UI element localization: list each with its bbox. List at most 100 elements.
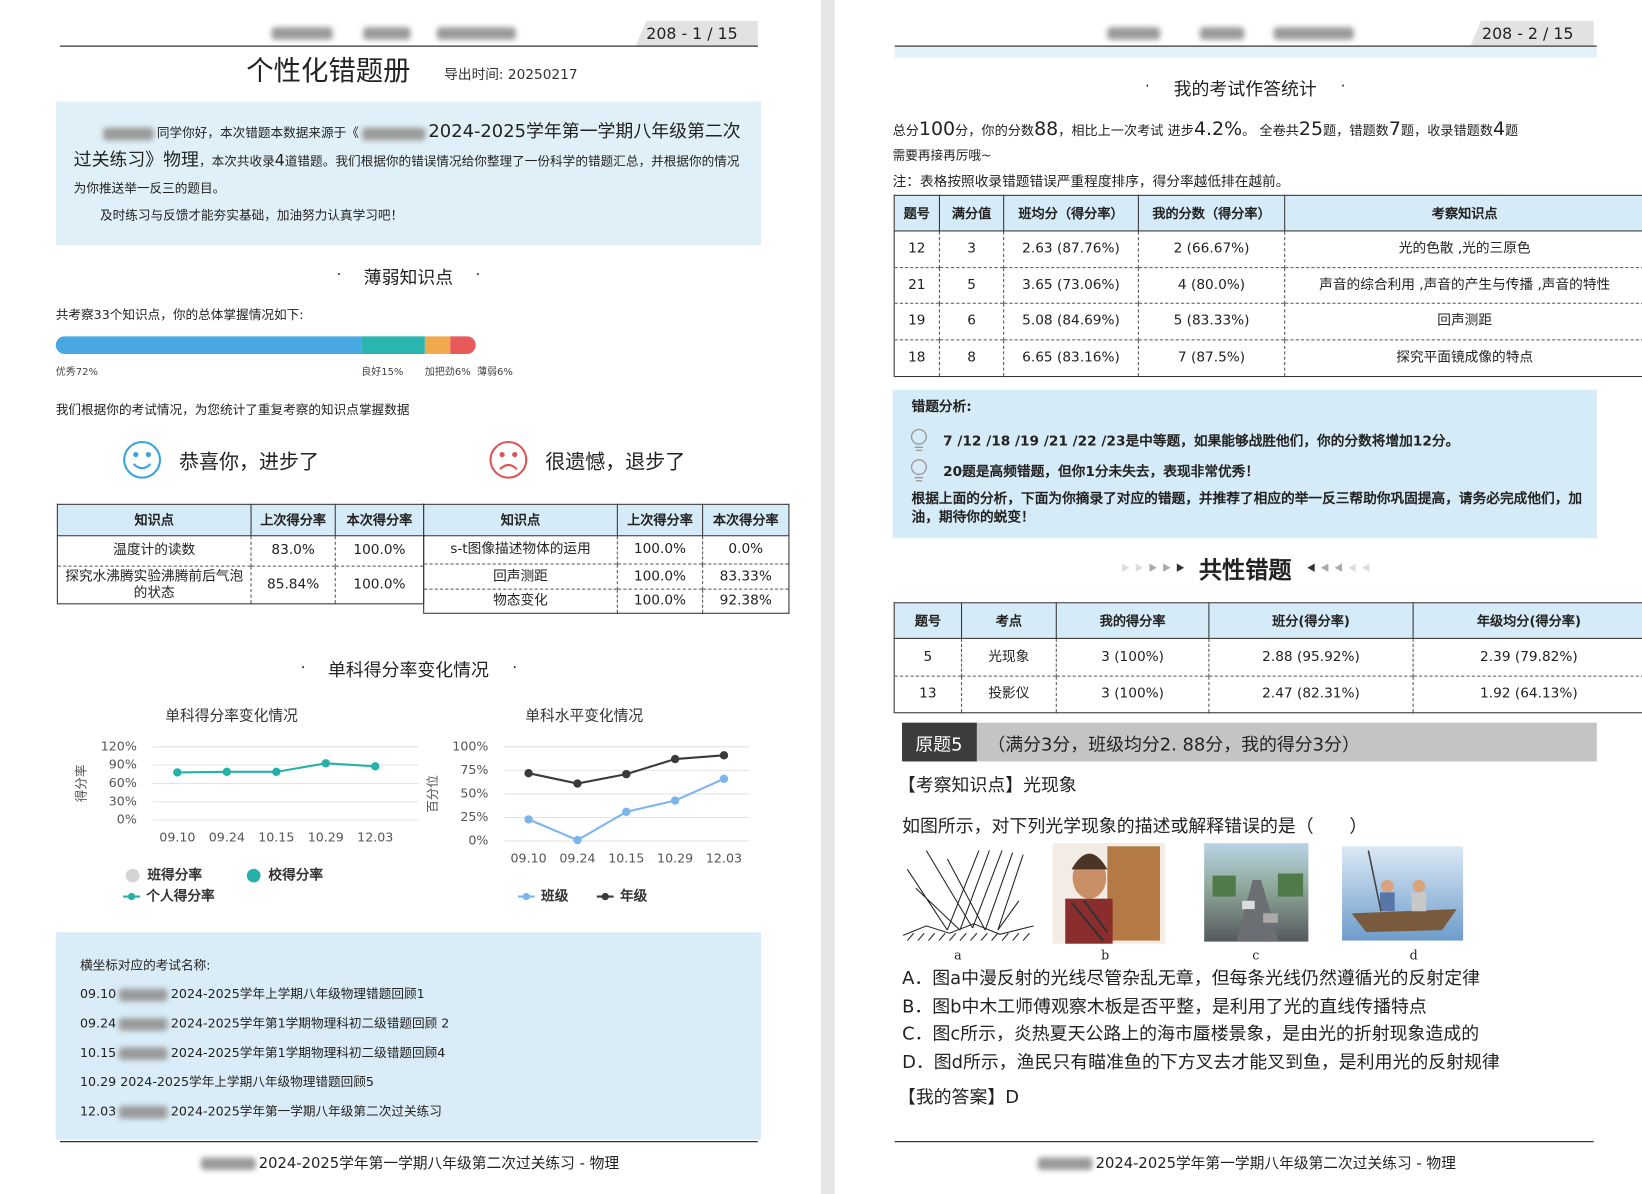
mastery-label: 优秀72% bbox=[56, 365, 98, 378]
summary: 共考察33个知识点，你的总体掌握情况如下: bbox=[55, 307, 304, 323]
answer-label: 【我的答案】 bbox=[897, 1087, 1006, 1109]
bullet: · bbox=[336, 267, 342, 284]
legend-label: 班得分率 bbox=[147, 867, 202, 884]
encourage: 需要再接再厉哦~ bbox=[892, 148, 992, 163]
mastery-bar bbox=[55, 336, 476, 355]
x-tick-label: 10.29 bbox=[308, 829, 344, 844]
intro-text: ，本次共收录 bbox=[198, 153, 275, 169]
table-cell: 1.92 (64.13%) bbox=[1412, 675, 1642, 713]
bullet: · bbox=[1144, 78, 1150, 96]
exam-name: 2024-2025学年第1学期物理科初二级错题回顾4 bbox=[170, 1045, 446, 1060]
table-cell: 2.39 (79.82%) bbox=[1412, 637, 1642, 677]
summary-number: 25 bbox=[1298, 118, 1324, 141]
mastery-label: 良好15% bbox=[361, 365, 403, 378]
table-header-row: 知识点 上次得分率 本次得分率 bbox=[56, 503, 425, 537]
x-tick-label: 12.03 bbox=[706, 850, 742, 865]
figure-label: b bbox=[1101, 947, 1110, 963]
table-header-cell: 我的分数（得分率） bbox=[1137, 194, 1286, 232]
intro-count: 4 bbox=[274, 150, 285, 170]
intro-tip: 及时练习与反馈才能夯实基础，加油努力认真学习吧！ bbox=[99, 207, 404, 223]
table-row: s-t图像描述物体的运用 100.0% 0.0% bbox=[423, 535, 789, 565]
analysis-conclusion: 根据上面的分析，下面为你摘录了对应的错题，并推荐了相应的举一反三帮助你巩固提高，… bbox=[911, 491, 1583, 526]
table-row: 19 6 5.08 (84.69%) 5 (83.33%) 回声测距 bbox=[893, 302, 1642, 340]
exam-item: 09.10 2024-2025学年上学期八年级物理错题回顾1 bbox=[80, 985, 425, 1004]
header-strip bbox=[894, 47, 1597, 58]
table-header-cell: 题号 bbox=[893, 602, 963, 639]
point bbox=[670, 754, 680, 764]
footer-text: 2024-2025学年第一学期八年级第二次过关练习 - 物理 bbox=[1095, 1155, 1456, 1173]
redacted-text bbox=[1273, 27, 1354, 40]
mastery-segment bbox=[55, 336, 362, 355]
table-cell: s-t图像描述物体的运用 bbox=[423, 535, 618, 565]
table-header-cell: 本次得分率 bbox=[702, 503, 790, 537]
summary-number: 4 bbox=[1492, 118, 1506, 141]
point bbox=[173, 768, 182, 777]
table-header-cell: 题号 bbox=[893, 194, 940, 232]
y-tick-label: 90% bbox=[109, 757, 137, 772]
exam-date: 10.15 bbox=[79, 1045, 117, 1060]
exam-date: 10.29 bbox=[79, 1074, 117, 1090]
question-stem: 如图所示，对下列光学现象的描述或解释错误的是（ ） bbox=[902, 816, 1368, 838]
exam-item: 10.15 2024-2025学年第1学期物理科初二级错题回顾4 bbox=[80, 1043, 445, 1062]
summary-number: 100 bbox=[918, 118, 956, 141]
series-line bbox=[528, 754, 725, 785]
analysis-box bbox=[892, 389, 1597, 539]
table-cell: 18 bbox=[893, 339, 940, 377]
table-cell: 100.0% bbox=[616, 588, 703, 614]
option: C．图c所示，炎热夏天公路上的海市蜃楼景象，是由光的折射现象造成的 bbox=[902, 1024, 1480, 1046]
redacted-text bbox=[103, 127, 154, 140]
table-cell: 光现象 bbox=[961, 637, 1057, 677]
table-cell: 探究平面镜成像的特点 bbox=[1284, 339, 1642, 377]
declined-title: 很遗憾，退步了 bbox=[545, 450, 686, 474]
section-heading: 薄弱知识点 bbox=[363, 267, 454, 289]
table-header-cell: 我的得分率 bbox=[1055, 602, 1210, 639]
table-cell: 100.0% bbox=[334, 565, 424, 604]
point bbox=[573, 779, 582, 788]
table-cell: 温度计的读数 bbox=[56, 535, 252, 567]
summary-text: ，相比上一次考试 进步 bbox=[1058, 122, 1194, 139]
knowledge-label: 【考察知识点】 bbox=[897, 775, 1024, 797]
table-cell: 12 bbox=[893, 230, 940, 268]
page-tab bbox=[1470, 20, 1594, 47]
table-cell: 回声测距 bbox=[423, 563, 618, 590]
summary-text: 题 bbox=[1505, 122, 1519, 139]
footer: 2024-2025学年第一学期八年级第二次过关练习 - 物理 bbox=[198, 1154, 619, 1173]
point bbox=[719, 774, 729, 784]
table-cell: 2.88 (95.92%) bbox=[1208, 637, 1414, 677]
bulb-icon bbox=[910, 428, 927, 482]
figure-a bbox=[902, 850, 1034, 941]
mastery-segment bbox=[424, 336, 451, 355]
table: 知识点 上次得分率 本次得分率 s-t图像描述物体的运用 100.0% 0.0% 回声测距 1… bbox=[423, 503, 790, 614]
note: 我们根据你的考试情况，为您统计了重复考察的知识点掌握数据 bbox=[55, 402, 410, 418]
bullet: · bbox=[512, 659, 518, 677]
question-badge-text: 原题5 bbox=[915, 734, 963, 756]
table-row: 物态变化 100.0% 92.38% bbox=[423, 588, 789, 614]
table-header-cell: 本次得分率 bbox=[334, 503, 425, 537]
table-cell: 声音的综合利用 ,声音的产生与传播 ,声音的特性 bbox=[1284, 267, 1642, 304]
heading-arrows bbox=[1122, 563, 1370, 572]
mastery-label: 加把劲6% bbox=[425, 365, 471, 378]
point bbox=[524, 815, 533, 824]
redacted-text bbox=[363, 27, 411, 40]
table-cell: 100.0% bbox=[334, 535, 424, 567]
summary-text: 。 全卷共 bbox=[1242, 122, 1299, 139]
table-header-cell: 考察知识点 bbox=[1284, 194, 1642, 232]
legend-label: 班级 bbox=[541, 888, 569, 905]
section-heading: 单科得分率变化情况 bbox=[327, 660, 489, 682]
point bbox=[272, 767, 281, 777]
y-tick-label: 120% bbox=[101, 738, 137, 753]
exam-box bbox=[55, 932, 762, 1140]
table-cell: 回声测距 bbox=[1284, 302, 1642, 340]
table-cell: 3 bbox=[938, 230, 1004, 268]
table-cell: 100.0% bbox=[616, 535, 703, 565]
redacted-text bbox=[119, 1046, 168, 1060]
table-cell: 92.38% bbox=[702, 588, 789, 614]
table-row: 18 8 6.65 (83.16%) 7 (87.5%) 探究平面镜成像的特点 bbox=[893, 339, 1642, 377]
table-row: 13 投影仪 3 (100%) 2.47 (82.31%) 1.92 (64.13%) bbox=[893, 675, 1642, 713]
table-row: 回声测距 100.0% 83.33% bbox=[423, 563, 789, 590]
knowledge: 【考察知识点】光现象 bbox=[898, 773, 1077, 798]
figure-b bbox=[1052, 843, 1166, 944]
table-cell: 探究水沸腾实验沸腾前后气泡的状态 bbox=[56, 565, 252, 604]
bullet: · bbox=[1340, 78, 1346, 96]
